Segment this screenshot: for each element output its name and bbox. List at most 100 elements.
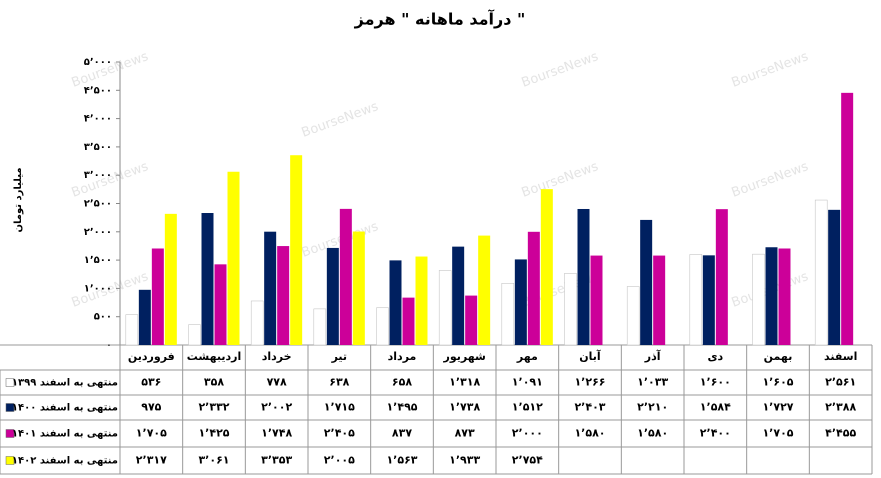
y-tick-label: ۲٬۵۰۰ [84, 199, 112, 210]
table-value: ۸۷۳ [455, 427, 475, 440]
y-axis-label: میلیارد تومان [13, 167, 24, 232]
bar [590, 255, 603, 345]
bar [752, 253, 765, 346]
table-value: ۲٬۲۱۰ [637, 401, 668, 414]
bar [250, 300, 264, 346]
table-value: ۱٬۹۳۳ [449, 454, 480, 467]
bar [452, 246, 465, 345]
x-tick-label: شهریور [443, 350, 486, 363]
table-value: ۳٬۳۵۳ [261, 454, 292, 467]
bar [277, 246, 290, 345]
bar [702, 255, 715, 345]
bar [352, 231, 365, 345]
bar [188, 324, 201, 346]
table-value: ۱٬۴۹۵ [386, 401, 417, 414]
table-value: ۱٬۰۳۳ [637, 376, 668, 389]
table-value: ۱٬۷۴۸ [261, 427, 292, 440]
bar [415, 256, 428, 345]
bar [577, 208, 590, 345]
table-value: ۱٬۲۶۶ [574, 376, 605, 389]
bar [164, 213, 177, 345]
bar [564, 273, 577, 346]
bar [514, 259, 527, 345]
bar [151, 248, 164, 345]
legend-label: منتهی به اسفند ۱۳۹۹ [12, 378, 118, 389]
legend-label: منتهی به اسفند ۱۴۰۱ [12, 429, 118, 440]
bar [214, 264, 227, 345]
table-value: ۲٬۰۰۵ [324, 454, 355, 467]
table-value: ۱٬۵۶۳ [386, 454, 417, 467]
y-tick-label: ۵۰۰ [94, 312, 112, 323]
y-tick-label: ۴٬۵۰۰ [84, 85, 112, 96]
x-tick-label: دی [707, 350, 723, 363]
bar [438, 270, 452, 346]
bar [689, 254, 703, 346]
table-value: ۳٬۰۶۱ [198, 454, 229, 467]
x-tick-label: بهمن [764, 350, 793, 363]
bar [227, 171, 240, 345]
legend-label: منتهی به اسفند ۱۴۰۲ [12, 456, 118, 467]
table-value: ۶۵۸ [392, 376, 412, 389]
x-tick-label: مهر [516, 350, 538, 363]
x-tick-label: اردیبهشت [187, 350, 241, 363]
legend-swatch [5, 456, 15, 465]
bar [201, 213, 214, 345]
table-value: ۱٬۵۸۰ [637, 427, 668, 440]
table-value: ۱٬۷۱۵ [324, 401, 355, 414]
y-tick-label: ۵٬۰۰۰ [84, 57, 112, 68]
table-value: ۱٬۵۸۰ [574, 427, 605, 440]
table-value: ۷۷۸ [267, 376, 287, 389]
bar [640, 219, 653, 345]
bar [402, 297, 415, 345]
bar [339, 208, 352, 345]
table-value: ۱٬۰۹۱ [512, 376, 543, 389]
x-tick-label: آبان [579, 349, 601, 363]
y-tick-label: ۱٬۰۰۰ [84, 283, 112, 294]
table-value: ۵۳۶ [141, 376, 161, 389]
x-tick-label: مرداد [388, 350, 417, 363]
table-value: ۴٬۴۵۵ [825, 427, 856, 440]
table-value: ۲٬۰۰۰ [512, 427, 543, 440]
bar [841, 92, 854, 345]
table-value: ۲٬۴۰۰ [700, 427, 731, 440]
table-value: ۲٬۷۵۴ [512, 454, 543, 467]
bar [527, 231, 540, 345]
table-value: ۲٬۴۰۳ [574, 401, 605, 414]
x-tick-label: تیر [331, 350, 347, 363]
x-tick-label: اسفند [824, 350, 857, 363]
y-tick-label: ۳٬۵۰۰ [84, 142, 112, 153]
bar [778, 248, 791, 345]
legend-swatch [5, 429, 15, 438]
table-value: ۹۷۵ [141, 401, 161, 414]
y-tick-label: ۲٬۰۰۰ [84, 227, 112, 238]
bar [389, 260, 402, 345]
table-value: ۱٬۶۰۰ [700, 376, 731, 389]
table-value: ۱٬۶۰۵ [762, 376, 793, 389]
bar [264, 231, 277, 345]
bar [626, 286, 640, 346]
table-value: ۱٬۵۸۴ [700, 401, 731, 414]
bar [653, 255, 666, 345]
table-value: ۱٬۷۰۵ [762, 427, 793, 440]
table-value: ۲٬۰۰۲ [261, 401, 292, 414]
table-value: ۲٬۴۰۵ [324, 427, 355, 440]
bar [828, 209, 841, 345]
table-value: ۲٬۵۶۱ [825, 376, 856, 389]
table-value: ۶۳۸ [329, 376, 349, 389]
bar [814, 199, 828, 346]
bar [326, 247, 339, 345]
bar [125, 314, 139, 346]
legend-label: منتهی به اسفند ۱۴۰۰ [12, 403, 118, 414]
bar [715, 209, 728, 345]
x-tick-label: فروردین [128, 350, 175, 363]
table-value: ۲٬۳۳۲ [198, 401, 229, 414]
bar [290, 155, 303, 345]
table-value: ۳۵۸ [204, 376, 224, 389]
bar [478, 235, 491, 345]
table-value: ۱٬۴۲۵ [198, 427, 229, 440]
bar [138, 289, 151, 345]
chart-title: درآمد ماهانه " هرمز " [354, 9, 526, 29]
table-value: ۸۳۷ [392, 427, 412, 440]
legend-swatch [5, 403, 15, 412]
